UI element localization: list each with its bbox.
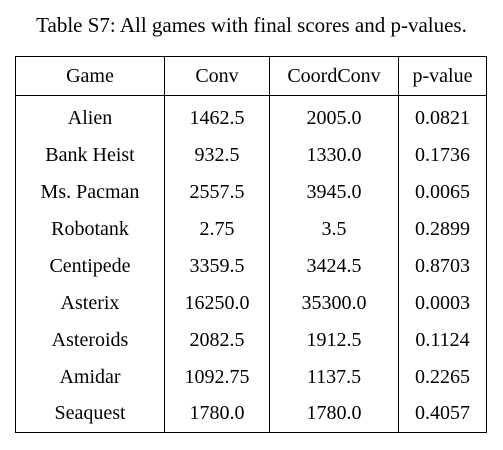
- cell-p-value: 0.4057: [398, 395, 487, 433]
- header-row: Game Conv CoordConv p-value: [15, 56, 487, 96]
- cell-conv: 1462.5: [164, 99, 270, 137]
- cell-p-value: 0.2899: [398, 210, 487, 248]
- cell-game: Amidar: [15, 358, 165, 396]
- results-table: Game Conv CoordConv p-value Alien 1462.5…: [15, 56, 487, 433]
- cell-conv: 2082.5: [164, 321, 270, 359]
- cell-conv: 1780.0: [164, 395, 270, 433]
- cell-p-value: 0.0821: [398, 99, 487, 137]
- header-p-value: p-value: [398, 56, 487, 96]
- header-coordconv: CoordConv: [269, 56, 399, 96]
- header-double-rule: [15, 95, 487, 100]
- header-conv: Conv: [164, 56, 270, 96]
- cell-p-value: 0.0065: [398, 173, 487, 211]
- table-row: Robotank 2.75 3.5 0.2899: [15, 210, 487, 248]
- table-row: Seaquest 1780.0 1780.0 0.4057: [15, 395, 487, 433]
- table-row: Asterix 16250.0 35300.0 0.0003: [15, 284, 487, 322]
- table-row: Amidar 1092.75 1137.5 0.2265: [15, 358, 487, 396]
- header-game: Game: [15, 56, 165, 96]
- cell-conv: 16250.0: [164, 284, 270, 322]
- cell-p-value: 0.8703: [398, 247, 487, 285]
- cell-coordconv: 3.5: [269, 210, 399, 248]
- cell-coordconv: 2005.0: [269, 99, 399, 137]
- cell-game: Seaquest: [15, 395, 165, 433]
- cell-coordconv: 3424.5: [269, 247, 399, 285]
- cell-game: Asterix: [15, 284, 165, 322]
- cell-p-value: 0.1124: [398, 321, 487, 359]
- cell-game: Centipede: [15, 247, 165, 285]
- cell-game: Bank Heist: [15, 136, 165, 174]
- cell-conv: 2.75: [164, 210, 270, 248]
- cell-coordconv: 1137.5: [269, 358, 399, 396]
- cell-game: Alien: [15, 99, 165, 137]
- cell-coordconv: 1780.0: [269, 395, 399, 433]
- cell-conv: 1092.75: [164, 358, 270, 396]
- cell-coordconv: 3945.0: [269, 173, 399, 211]
- cell-conv: 3359.5: [164, 247, 270, 285]
- cell-conv: 932.5: [164, 136, 270, 174]
- cell-p-value: 0.0003: [398, 284, 487, 322]
- cell-p-value: 0.2265: [398, 358, 487, 396]
- cell-p-value: 0.1736: [398, 136, 487, 174]
- table-row: Bank Heist 932.5 1330.0 0.1736: [15, 136, 487, 174]
- table-caption: Table S7: All games with final scores an…: [36, 13, 467, 37]
- cell-game: Robotank: [15, 210, 165, 248]
- cell-game: Ms. Pacman: [15, 173, 165, 211]
- cell-coordconv: 35300.0: [269, 284, 399, 322]
- rule-cell: [398, 95, 487, 100]
- cell-game: Asteroids: [15, 321, 165, 359]
- cell-coordconv: 1330.0: [269, 136, 399, 174]
- cell-coordconv: 1912.5: [269, 321, 399, 359]
- cell-conv: 2557.5: [164, 173, 270, 211]
- table-row: Centipede 3359.5 3424.5 0.8703: [15, 247, 487, 285]
- table-row: Ms. Pacman 2557.5 3945.0 0.0065: [15, 173, 487, 211]
- table-row: Alien 1462.5 2005.0 0.0821: [15, 99, 487, 137]
- table-row: Asteroids 2082.5 1912.5 0.1124: [15, 321, 487, 359]
